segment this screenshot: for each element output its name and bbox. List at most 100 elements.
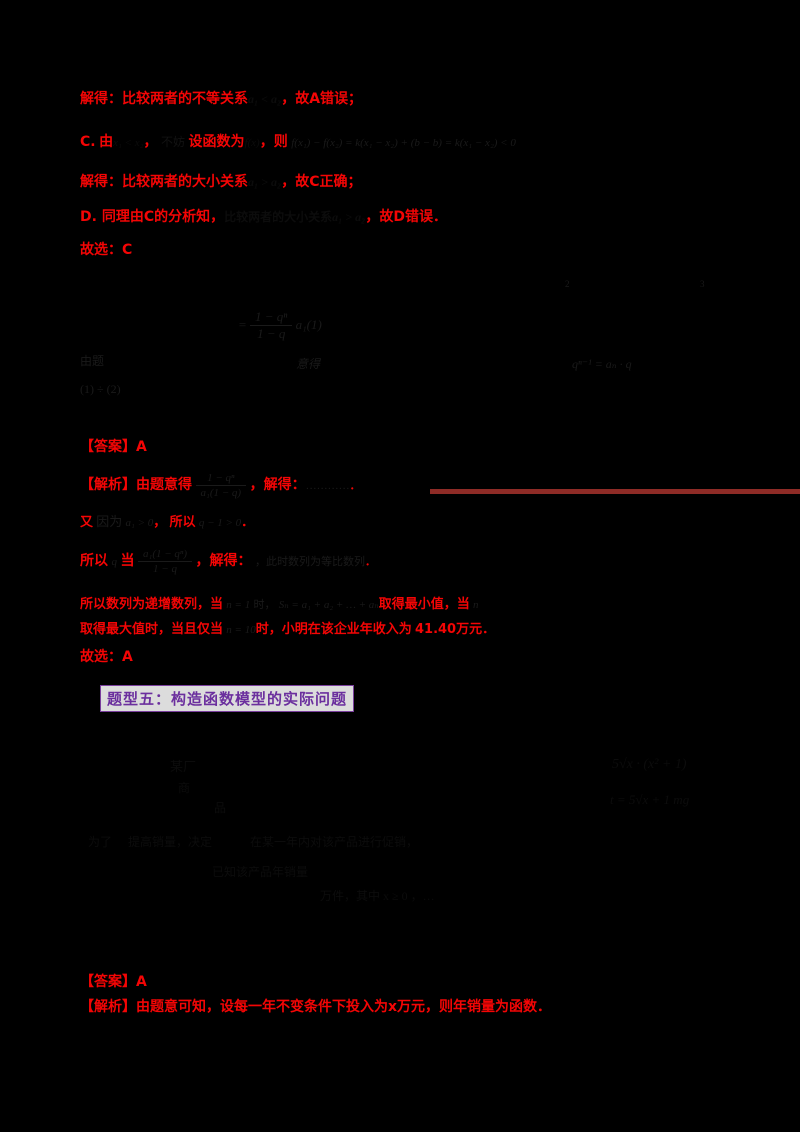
block-c-line2-text-1: 因为 xyxy=(96,514,123,529)
block-b-formula-numerator: 1 − qⁿ xyxy=(255,309,288,324)
block-c-line4-math-2: Sₙ = a₁ + a₂ + … + aₙ xyxy=(278,599,379,611)
block-c-line2-text-3: ． xyxy=(241,515,255,530)
block-c-line3-text-2: ，此时数列为等比数列 xyxy=(255,555,366,568)
block-c-line1-numerator: 1 − qⁿ xyxy=(207,472,235,484)
block-a-line2-math-2: f(x) xyxy=(244,137,260,149)
block-c-line4: 所以数列为递增数列，当 n = 1 时， Sₙ = a₁ + a₂ + … + … xyxy=(80,597,479,611)
block-d-right-2: t = 5√x + 1 mg xyxy=(610,792,690,807)
block-c-line3-tag: 所以 xyxy=(80,552,108,569)
block-a-line4-text-1: 同理由C的分析知， xyxy=(101,209,225,225)
block-c-line2-math-2: q − 1 > 0 xyxy=(198,517,242,529)
block-d-q-line-6: 在某一年内对该产品进行促销， xyxy=(250,835,419,849)
block-c-line1-tail: ，解得： xyxy=(249,476,306,493)
block-c-line1-end: ． xyxy=(349,478,361,492)
block-a-line2-option: C. xyxy=(80,134,96,150)
block-c-line2: 又 因为 a₁ > 0， 所以 q − 1 > 0． xyxy=(80,515,254,529)
block-c-line1-denominator: a₁(1 − q) xyxy=(195,485,247,499)
block-a-answer: 故选：C xyxy=(80,243,132,257)
block-a-line4-tail: ，故D错误． xyxy=(365,209,447,225)
block-c-line5-text-1: 取得最大值时，当且仅当 xyxy=(80,622,224,637)
block-a-line4-option: D. xyxy=(80,209,97,225)
block-e-heading: 【答案】A xyxy=(80,974,147,990)
block-c-line4-text-3: 时， xyxy=(253,599,276,611)
block-b-top-right-1: 2 xyxy=(565,279,570,289)
block-c-line5-math-2: 41.40 xyxy=(414,622,457,637)
block-c-line4-text-5: ，当 xyxy=(443,597,470,612)
horizontal-rule xyxy=(430,489,800,494)
block-c-line1-text-1: 由题意得 xyxy=(136,476,192,493)
block-c-line1-fraction: 1 − qⁿ a₁(1 − q) xyxy=(195,472,247,499)
block-c-line2-tag: 又 xyxy=(80,515,94,530)
block-b-formula-lhs: = xyxy=(238,316,247,332)
block-c-line4-math-1: n = 1 xyxy=(226,599,251,611)
block-a-line2: C. 由x₁ < x₂， 不妨 设函数为f(x)，则 f(x₁) − f(x₂)… xyxy=(80,135,516,150)
block-e-line: 【解析】由题意可知，设每一年不变条件下投入为x万元，则年销量为函数． xyxy=(80,999,552,1015)
block-a-line1: 解得：比较两者的不等关系a₁ < a₂，故A错误； xyxy=(80,92,362,106)
block-c-line2-math-1: a₁ > 0 xyxy=(125,517,154,529)
block-c-line2-text-2: ， xyxy=(153,515,167,530)
block-c-line2-tag2: 所以 xyxy=(169,515,196,530)
block-c-line5-text-4: 万元． xyxy=(456,622,496,637)
block-c-line3-numerator: a₁(1 − qⁿ) xyxy=(143,548,188,560)
block-c-line3: 所以 q 当 a₁(1 − qⁿ) 1 − q ，解得： ，此时数列为等比数列． xyxy=(80,548,376,575)
block-c-line5-math-1: n = 10 xyxy=(226,624,256,636)
block-d-q-line-5: 提高销量，决定 xyxy=(128,835,213,849)
block-b-formula-center: = 1 − qⁿ 1 − q a₁(1) xyxy=(238,309,322,342)
block-c-line1: 【解析】由题意得 1 − qⁿ a₁(1 − q) ，解得：…………． xyxy=(80,472,361,499)
block-c-line5-text-3: 小明在该企业年收入为 xyxy=(281,622,412,637)
block-c-line4-math-3: n xyxy=(473,599,479,611)
block-d-q-line-7: 已知该产品年销量 xyxy=(212,865,309,879)
block-b-left-note-1: 由题 xyxy=(80,354,105,368)
block-c-line5: 取得最大值时，当且仅当 n = 10时，小明在该企业年收入为 41.40万元． xyxy=(80,622,495,636)
section-heading-box: 题型五：构造函数模型的实际问题 xyxy=(100,685,354,712)
block-a-line1-tail: ，故A错误； xyxy=(281,91,363,107)
block-b-formula-denominator: 1 − q xyxy=(250,325,293,341)
block-c-line4-text-4: 取得最小值 xyxy=(378,597,444,612)
block-a-line1-text: ：比较两者的不等关系 xyxy=(108,91,248,107)
block-c-answer-label: 故选： xyxy=(80,649,122,665)
block-d-q-line-1: 某厂 xyxy=(170,759,197,774)
block-a-answer-label: 故选： xyxy=(80,242,122,258)
block-a-line2-math-1: x₁ < x₂ xyxy=(113,137,144,149)
block-d-q-line-2: 商 xyxy=(178,781,191,795)
block-a-line3-tail: ，故C正确； xyxy=(281,174,362,190)
block-d-bottom-note: 万件，其中 x ≥ 0 ，… xyxy=(320,889,435,903)
block-b-right-note: qⁿ⁻¹ = aₙ · q xyxy=(572,357,632,371)
block-b-left-note-3: (1) ÷ (2) xyxy=(80,382,121,396)
block-b-formula-fraction: 1 − qⁿ 1 − q xyxy=(250,309,293,342)
block-a-line3-prefix: 解得 xyxy=(80,174,108,190)
block-a-line4-math: a₁ > a₂ xyxy=(332,210,366,224)
block-a-line1-prefix: 解得 xyxy=(80,91,108,107)
block-c-line5-text-2: 时， xyxy=(255,622,282,637)
block-c-line3-tail: ，解得： xyxy=(195,552,252,569)
block-a-line4: D. 同理由C的分析知，比较两者的大小关系a₁ > a₂，故D错误． xyxy=(80,210,447,224)
block-a-line2-comma: ， xyxy=(143,134,158,150)
block-d-q-line-4: 为了 xyxy=(88,835,113,849)
block-a-line3: 解得：比较两者的大小关系a₁ > a₂，故C正确； xyxy=(80,175,362,189)
block-c-line3-math-eq: q xyxy=(111,555,118,568)
block-a-line1-math: a₁ < a₂ xyxy=(248,92,282,106)
block-b-formula-rhs: a₁(1) xyxy=(295,316,322,332)
block-c-answer: 故选：A xyxy=(80,650,133,664)
block-a-line2-text-2: 不妨 xyxy=(160,135,185,149)
block-c-answer-value: A xyxy=(122,649,133,665)
block-c-line3-end: ． xyxy=(365,554,377,568)
block-a-answer-value: C xyxy=(122,242,133,258)
block-d-right-1: 5√x · (x² + 1) xyxy=(612,757,687,772)
block-c-heading: 【答案】A xyxy=(80,439,147,455)
block-a-line3-text: ：比较两者的大小关系 xyxy=(108,174,248,190)
block-c-line3-text-1: 当 xyxy=(120,552,135,569)
block-b-left-note-2: 意得 xyxy=(296,357,321,371)
block-a-line4-text-2: 比较两者的大小关系 xyxy=(224,210,333,224)
block-b-top-right-2: 3 xyxy=(700,279,705,289)
block-a-line2-text-1: 由 xyxy=(99,134,114,150)
block-a-line2-math-3: f(x₁) − f(x₂) = k(x₁ − x₂) + (b − b) = k… xyxy=(291,137,516,149)
block-c-line3-denominator: 1 − q xyxy=(138,561,193,575)
block-d-q-line-3: 品 xyxy=(214,801,227,815)
block-a-line3-math: a₁ > a₂ xyxy=(248,175,282,189)
section-heading-text: 题型五：构造函数模型的实际问题 xyxy=(107,690,348,708)
block-a-line2-text-4: ，则 xyxy=(259,134,288,150)
block-c-line1-tag: 【解析】 xyxy=(80,476,136,493)
block-c-line3-fraction: a₁(1 − qⁿ) 1 − q xyxy=(138,548,193,575)
